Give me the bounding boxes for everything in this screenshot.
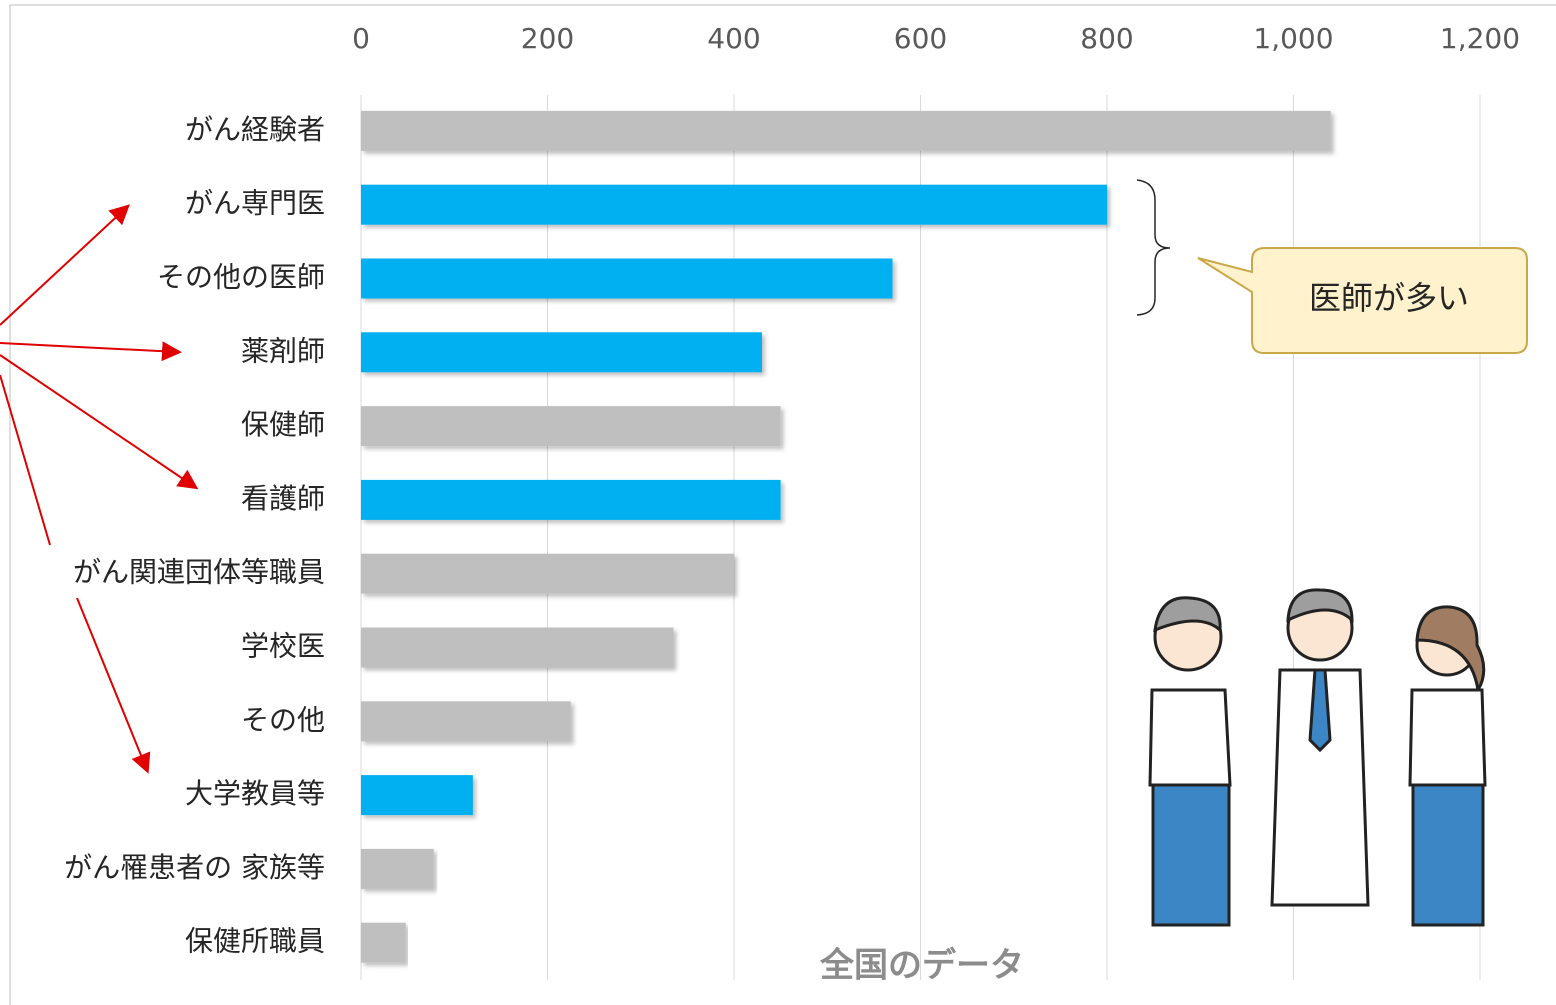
bar [361, 111, 1331, 151]
bar [361, 628, 673, 668]
page: {"chart_data": {"type": "bar", "orientat… [0, 0, 1556, 1005]
y-tick-label: 学校医 [241, 630, 325, 663]
bar [361, 701, 571, 741]
bar [361, 185, 1107, 225]
bar [361, 923, 406, 963]
bar [361, 554, 734, 594]
y-tick-label: がん罹患者の 家族等 [64, 851, 325, 884]
footer-note: 全国のデータ [819, 946, 1024, 986]
bar [361, 775, 473, 815]
y-tick-label: 薬剤師 [241, 334, 325, 367]
y-tick-label: がん専門医 [185, 187, 325, 220]
x-tick-label: 0 [352, 22, 370, 55]
callout-text: 医師が多い [1309, 279, 1469, 317]
y-tick-label: がん関連団体等職員 [73, 556, 325, 589]
x-tick-label: 600 [894, 22, 947, 55]
y-tick-label: がん経験者 [185, 113, 325, 146]
chart: 医師が多い 全国のデータ 0 200 400 600 800 1,000 1,200 がん経験… [0, 0, 1556, 1005]
x-tick-label: 200 [521, 22, 574, 55]
y-tick-label: その他の医師 [157, 261, 325, 294]
y-tick-label: 大学教員等 [185, 777, 325, 810]
x-tick-label: 1,200 [1440, 22, 1520, 55]
bar [361, 480, 781, 520]
y-tick-label: 看護師 [241, 482, 325, 515]
bar [361, 332, 762, 372]
illustration [1150, 590, 1485, 925]
x-tick-label: 1,000 [1253, 22, 1333, 55]
bar [361, 849, 434, 889]
x-tick-label: 800 [1080, 22, 1133, 55]
y-tick-label: その他 [241, 703, 325, 736]
x-tick-label: 400 [707, 22, 760, 55]
bar [361, 259, 893, 299]
y-tick-label: 保健所職員 [185, 925, 325, 958]
y-tick-label: 保健師 [241, 408, 325, 441]
bar [361, 406, 781, 446]
